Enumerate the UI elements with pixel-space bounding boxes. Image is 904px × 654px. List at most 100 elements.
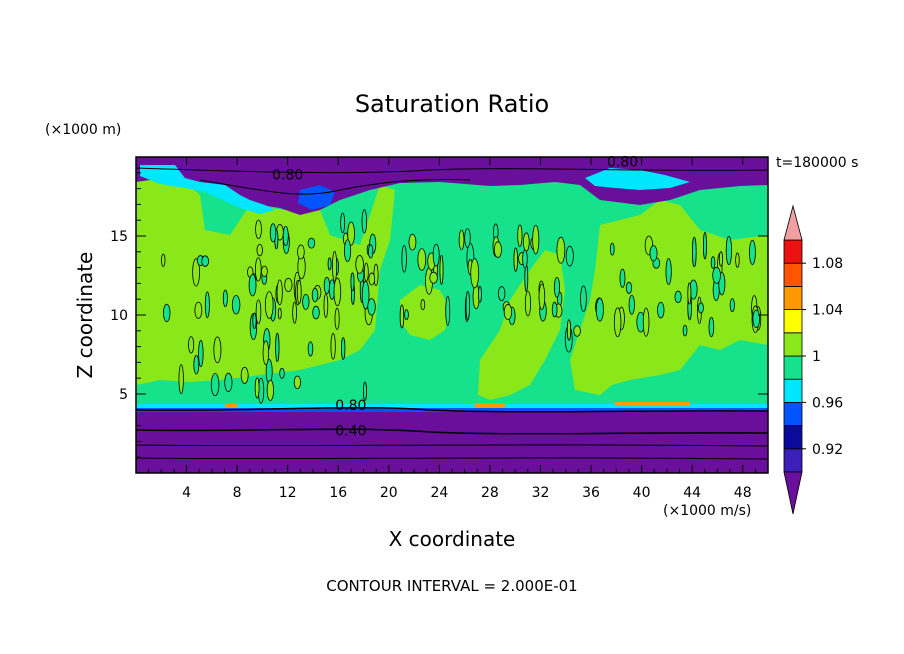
cloud-cell <box>718 251 724 267</box>
cloud-cell <box>361 209 368 234</box>
cloud-cell <box>532 224 540 255</box>
y-unit-label: (×1000 m) <box>45 122 121 138</box>
contour-line-080 <box>136 406 768 413</box>
cloud-cell <box>178 364 184 395</box>
contour-line-040 <box>136 428 768 435</box>
cloud-cell <box>367 298 376 316</box>
contour-line-upper-2 <box>199 178 471 195</box>
cloud-cell <box>657 301 665 319</box>
cloud-cell <box>517 224 523 247</box>
cloud-cell <box>464 228 471 248</box>
cloud-cell <box>417 248 427 271</box>
colorbar-segment <box>783 239 803 264</box>
x-tick-label: 32 <box>532 485 550 501</box>
cloud-cell <box>429 271 438 284</box>
cloud-cell <box>524 264 529 292</box>
cloud-cell <box>277 307 282 320</box>
cloud-cell <box>192 258 200 287</box>
cloud-cell <box>282 225 289 247</box>
cloud-cell <box>204 291 210 319</box>
cloud-cell <box>355 255 364 274</box>
cloud-cell <box>524 290 531 317</box>
cloud-cell <box>255 219 262 240</box>
cloud-cell <box>330 332 336 360</box>
cloud-cell <box>327 257 332 271</box>
contour-label: 0.80 <box>335 398 366 414</box>
y-tick-label: 5 <box>119 387 128 403</box>
cloud-cell <box>735 252 740 268</box>
cloud-cell <box>493 241 502 258</box>
cloud-cell <box>439 254 444 285</box>
cloud-cell <box>269 223 277 243</box>
cloud-cell <box>162 303 171 322</box>
cloud-cell <box>420 299 426 311</box>
cloud-cell <box>362 381 367 401</box>
colorbar-tick-label: 1 <box>812 349 821 365</box>
colorbar-over-arrow <box>783 204 803 241</box>
cloud-cell <box>333 277 342 307</box>
cloud-cell <box>649 245 658 262</box>
cloud-cell <box>231 295 241 315</box>
cloud-cell <box>347 221 355 246</box>
cloud-cell <box>296 279 302 304</box>
warm-spot-2 <box>615 402 690 406</box>
cloud-cell <box>210 373 220 397</box>
cloud-cell <box>340 212 346 234</box>
cloud-cell <box>665 258 672 286</box>
contour-line-lower-1 <box>136 444 768 447</box>
cloud-cell <box>538 283 546 310</box>
colorbar-segment <box>783 378 803 403</box>
cloud-cell <box>213 336 222 364</box>
cloud-cell <box>255 299 262 325</box>
cloud-cell <box>264 291 274 319</box>
cloud-cell <box>702 231 707 260</box>
y-tick-label: 10 <box>110 308 128 324</box>
cloud-cell <box>729 298 735 313</box>
contour-label: 0.80 <box>607 155 638 171</box>
cloud-cell <box>619 268 626 288</box>
cloud-cell <box>188 336 195 354</box>
cloud-cell <box>312 305 320 320</box>
x-axis-title: X coordinate <box>389 527 516 551</box>
cloud-cell <box>252 312 257 329</box>
cloud-cell <box>458 229 465 250</box>
cloud-cell <box>340 337 346 360</box>
cloud-cell <box>478 285 482 303</box>
cloud-cell <box>465 290 470 321</box>
cloud-cell <box>687 282 692 305</box>
x-tick-label: 16 <box>329 485 347 501</box>
x-tick-label: 28 <box>481 485 499 501</box>
cloud-cell <box>201 255 210 267</box>
cloud-cell <box>334 307 340 330</box>
cloud-cell <box>573 325 581 337</box>
contour-labels: 0.80 0.80 0.80 0.40 <box>272 155 638 440</box>
warm-spot-1 <box>475 403 505 407</box>
colorbar-tick-label: 0.96 <box>812 395 843 411</box>
cloud-cell <box>682 324 688 337</box>
colorbar-segment <box>783 285 803 310</box>
x-tick-label: 4 <box>182 485 191 501</box>
cloud-cell <box>470 258 480 289</box>
cloud-cell <box>691 236 697 268</box>
cloud-cell <box>609 242 615 256</box>
cloud-cell <box>698 302 704 314</box>
cloud-cell <box>224 372 233 392</box>
cloud-cell <box>276 279 283 306</box>
supersaturated-region-right <box>570 200 768 395</box>
cloud-cell <box>311 287 319 303</box>
colorbar-tick-label: 1.08 <box>812 256 843 272</box>
cloud-cell <box>613 307 622 338</box>
colorbar-segment <box>783 355 803 380</box>
cloud-cell <box>293 375 301 390</box>
cloud-cell <box>749 239 756 265</box>
cloud-cell <box>725 235 732 266</box>
cloud-cell <box>256 244 263 257</box>
cloud-cell <box>408 233 417 251</box>
cloud-cell <box>522 249 528 269</box>
supersaturated-region-mid <box>400 285 450 340</box>
cloud-cell <box>367 244 374 259</box>
cloud-cell <box>284 277 293 293</box>
upper-layer-blue-patch <box>298 185 335 210</box>
cloud-cell <box>248 273 257 297</box>
cloud-cell <box>302 293 310 310</box>
